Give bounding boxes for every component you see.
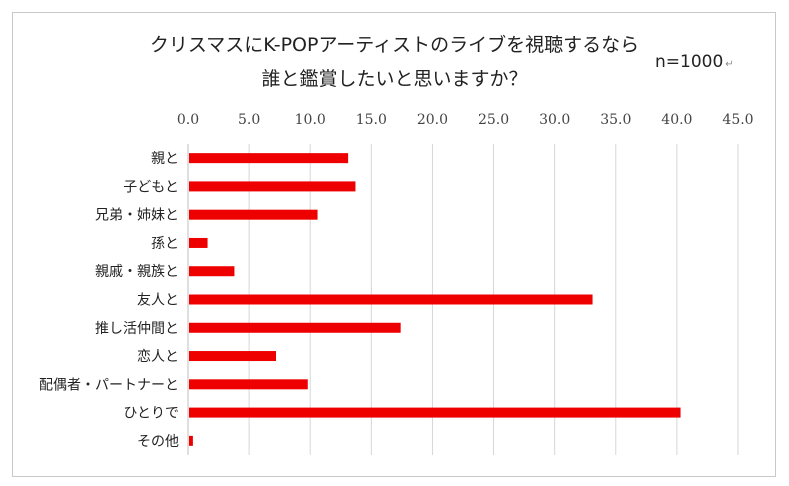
category-label: 配偶者・パートナーと bbox=[39, 377, 179, 393]
x-tick-label: 5.0 bbox=[238, 112, 260, 128]
x-tick-label: 30.0 bbox=[539, 112, 570, 128]
category-label: 友人と bbox=[137, 293, 179, 309]
x-tick-label: 45.0 bbox=[722, 112, 753, 128]
category-label: 推し活仲間と bbox=[95, 321, 179, 337]
sample-size-text: n=1000 bbox=[655, 52, 724, 72]
category-label: 親と bbox=[151, 151, 179, 167]
bar bbox=[189, 266, 235, 277]
bar bbox=[189, 435, 193, 446]
category-labels: 親と子どもと兄弟・姉妹と孫と親戚・親族と友人と推し活仲間と恋人と配偶者・パートナ… bbox=[39, 151, 179, 450]
bar bbox=[189, 322, 401, 333]
bar bbox=[189, 181, 356, 192]
x-tick-label: 35.0 bbox=[600, 112, 631, 128]
bar bbox=[189, 237, 208, 248]
chart-frame bbox=[12, 12, 776, 477]
bar bbox=[189, 351, 276, 362]
x-axis-tick-labels: 0.0 5.0 10.0 15.0 20.0 25.0 30.0 35.0 40.0 45.0 bbox=[177, 112, 754, 128]
category-label: 恋人と bbox=[137, 348, 179, 365]
category-label: 親戚・親族と bbox=[95, 264, 179, 280]
category-label: ひとりで bbox=[123, 406, 179, 422]
bar bbox=[189, 153, 349, 164]
category-label: 兄弟・姉妹と bbox=[95, 208, 179, 224]
x-tick-label: 0.0 bbox=[177, 112, 199, 128]
x-tick-label: 10.0 bbox=[295, 112, 326, 128]
x-tick-label: 20.0 bbox=[417, 112, 448, 128]
x-tick-label: 40.0 bbox=[661, 112, 692, 128]
category-label: その他 bbox=[137, 434, 179, 450]
category-label: 孫と bbox=[151, 236, 179, 252]
x-tick-label: 25.0 bbox=[478, 112, 509, 128]
chart-title-line-1: クリスマスにK-POPアーティストのライブを視聴するなら bbox=[149, 34, 640, 56]
x-tick-label: 15.0 bbox=[356, 112, 387, 128]
return-mark-icon: ↵ bbox=[725, 59, 734, 70]
bar bbox=[189, 407, 681, 418]
sample-size-note: n=1000 ↵ bbox=[655, 52, 734, 72]
bars bbox=[189, 153, 681, 446]
chart-title-line-2: 誰と鑑賞したいと思いますか？ bbox=[261, 68, 528, 90]
bar bbox=[189, 379, 308, 390]
category-label: 子どもと bbox=[123, 179, 179, 195]
bar bbox=[189, 209, 318, 220]
bar bbox=[189, 294, 593, 305]
